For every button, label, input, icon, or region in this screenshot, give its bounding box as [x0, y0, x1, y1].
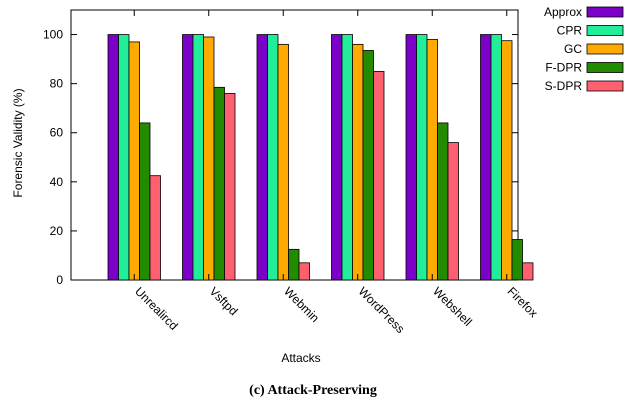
y-axis-label: Forensic Validity (%)	[11, 88, 25, 197]
x-tick-label: Webshell	[430, 284, 475, 329]
legend-swatch-gc	[586, 43, 624, 55]
bar-cpr-unrealircd	[118, 34, 130, 281]
x-axis-label: Attacks	[281, 351, 320, 365]
y-tick-label: 80	[50, 77, 64, 91]
bar-approx-firefox	[480, 34, 492, 281]
legend-label-f-dpr: F-DPR	[545, 61, 582, 75]
y-tick-label: 0	[56, 273, 63, 287]
x-tick-label: Vsftpd	[207, 284, 241, 318]
legend-swatch-cpr	[586, 25, 624, 36]
legend: Approx CPR GC F-DPR S-DPR	[544, 5, 624, 93]
y-tick-label: 20	[50, 224, 64, 238]
bar-cpr-webmin	[267, 34, 279, 281]
bar-f-dpr-webmin	[288, 248, 300, 281]
y-tick-label: 60	[50, 126, 64, 140]
legend-swatch-f-dpr	[586, 62, 624, 73]
bar-approx-wordpress	[331, 34, 343, 281]
bar-cpr-wordpress	[341, 34, 353, 281]
bars-group	[107, 34, 534, 281]
bar-approx-webshell	[405, 34, 417, 281]
bar-s-dpr-webmin	[298, 262, 310, 281]
bar-f-dpr-vsftpd	[213, 86, 225, 281]
bar-f-dpr-unrealircd	[139, 122, 151, 281]
bar-s-dpr-wordpress	[373, 70, 385, 281]
bar-gc-unrealircd	[128, 41, 140, 281]
bar-s-dpr-firefox	[522, 262, 534, 281]
bar-s-dpr-vsftpd	[224, 93, 236, 281]
bar-approx-vsftpd	[182, 34, 194, 281]
bar-gc-webshell	[426, 39, 438, 281]
bar-approx-webmin	[256, 34, 268, 281]
bar-f-dpr-firefox	[511, 239, 523, 281]
x-tick-label: Firefox	[505, 284, 541, 320]
legend-label-approx: Approx	[544, 5, 582, 19]
bar-f-dpr-wordpress	[362, 50, 374, 281]
x-tick-label: Webmin	[281, 284, 322, 325]
legend-label-s-dpr: S-DPR	[545, 79, 583, 93]
y-tick-label: 40	[50, 175, 64, 189]
bar-approx-unrealircd	[107, 34, 119, 281]
legend-label-cpr: CPR	[557, 24, 583, 38]
bar-cpr-firefox	[490, 34, 502, 281]
bar-s-dpr-unrealircd	[149, 175, 161, 281]
bar-gc-firefox	[501, 40, 513, 281]
x-tick-label: Unrealircd	[132, 284, 181, 333]
bar-gc-wordpress	[352, 43, 364, 281]
x-tick-label: WordPress	[356, 284, 408, 336]
bar-gc-vsftpd	[203, 36, 215, 281]
bar-f-dpr-webshell	[437, 122, 449, 281]
bar-cpr-vsftpd	[192, 34, 204, 281]
figure-caption: (c) Attack-Preserving	[249, 383, 377, 398]
y-tick-label: 100	[43, 28, 63, 42]
legend-label-gc: GC	[564, 42, 582, 56]
legend-swatch-s-dpr	[586, 80, 624, 92]
bar-s-dpr-webshell	[447, 142, 459, 281]
legend-swatch-approx	[586, 6, 624, 18]
bar-cpr-webshell	[416, 34, 428, 281]
bar-gc-webmin	[277, 43, 289, 281]
